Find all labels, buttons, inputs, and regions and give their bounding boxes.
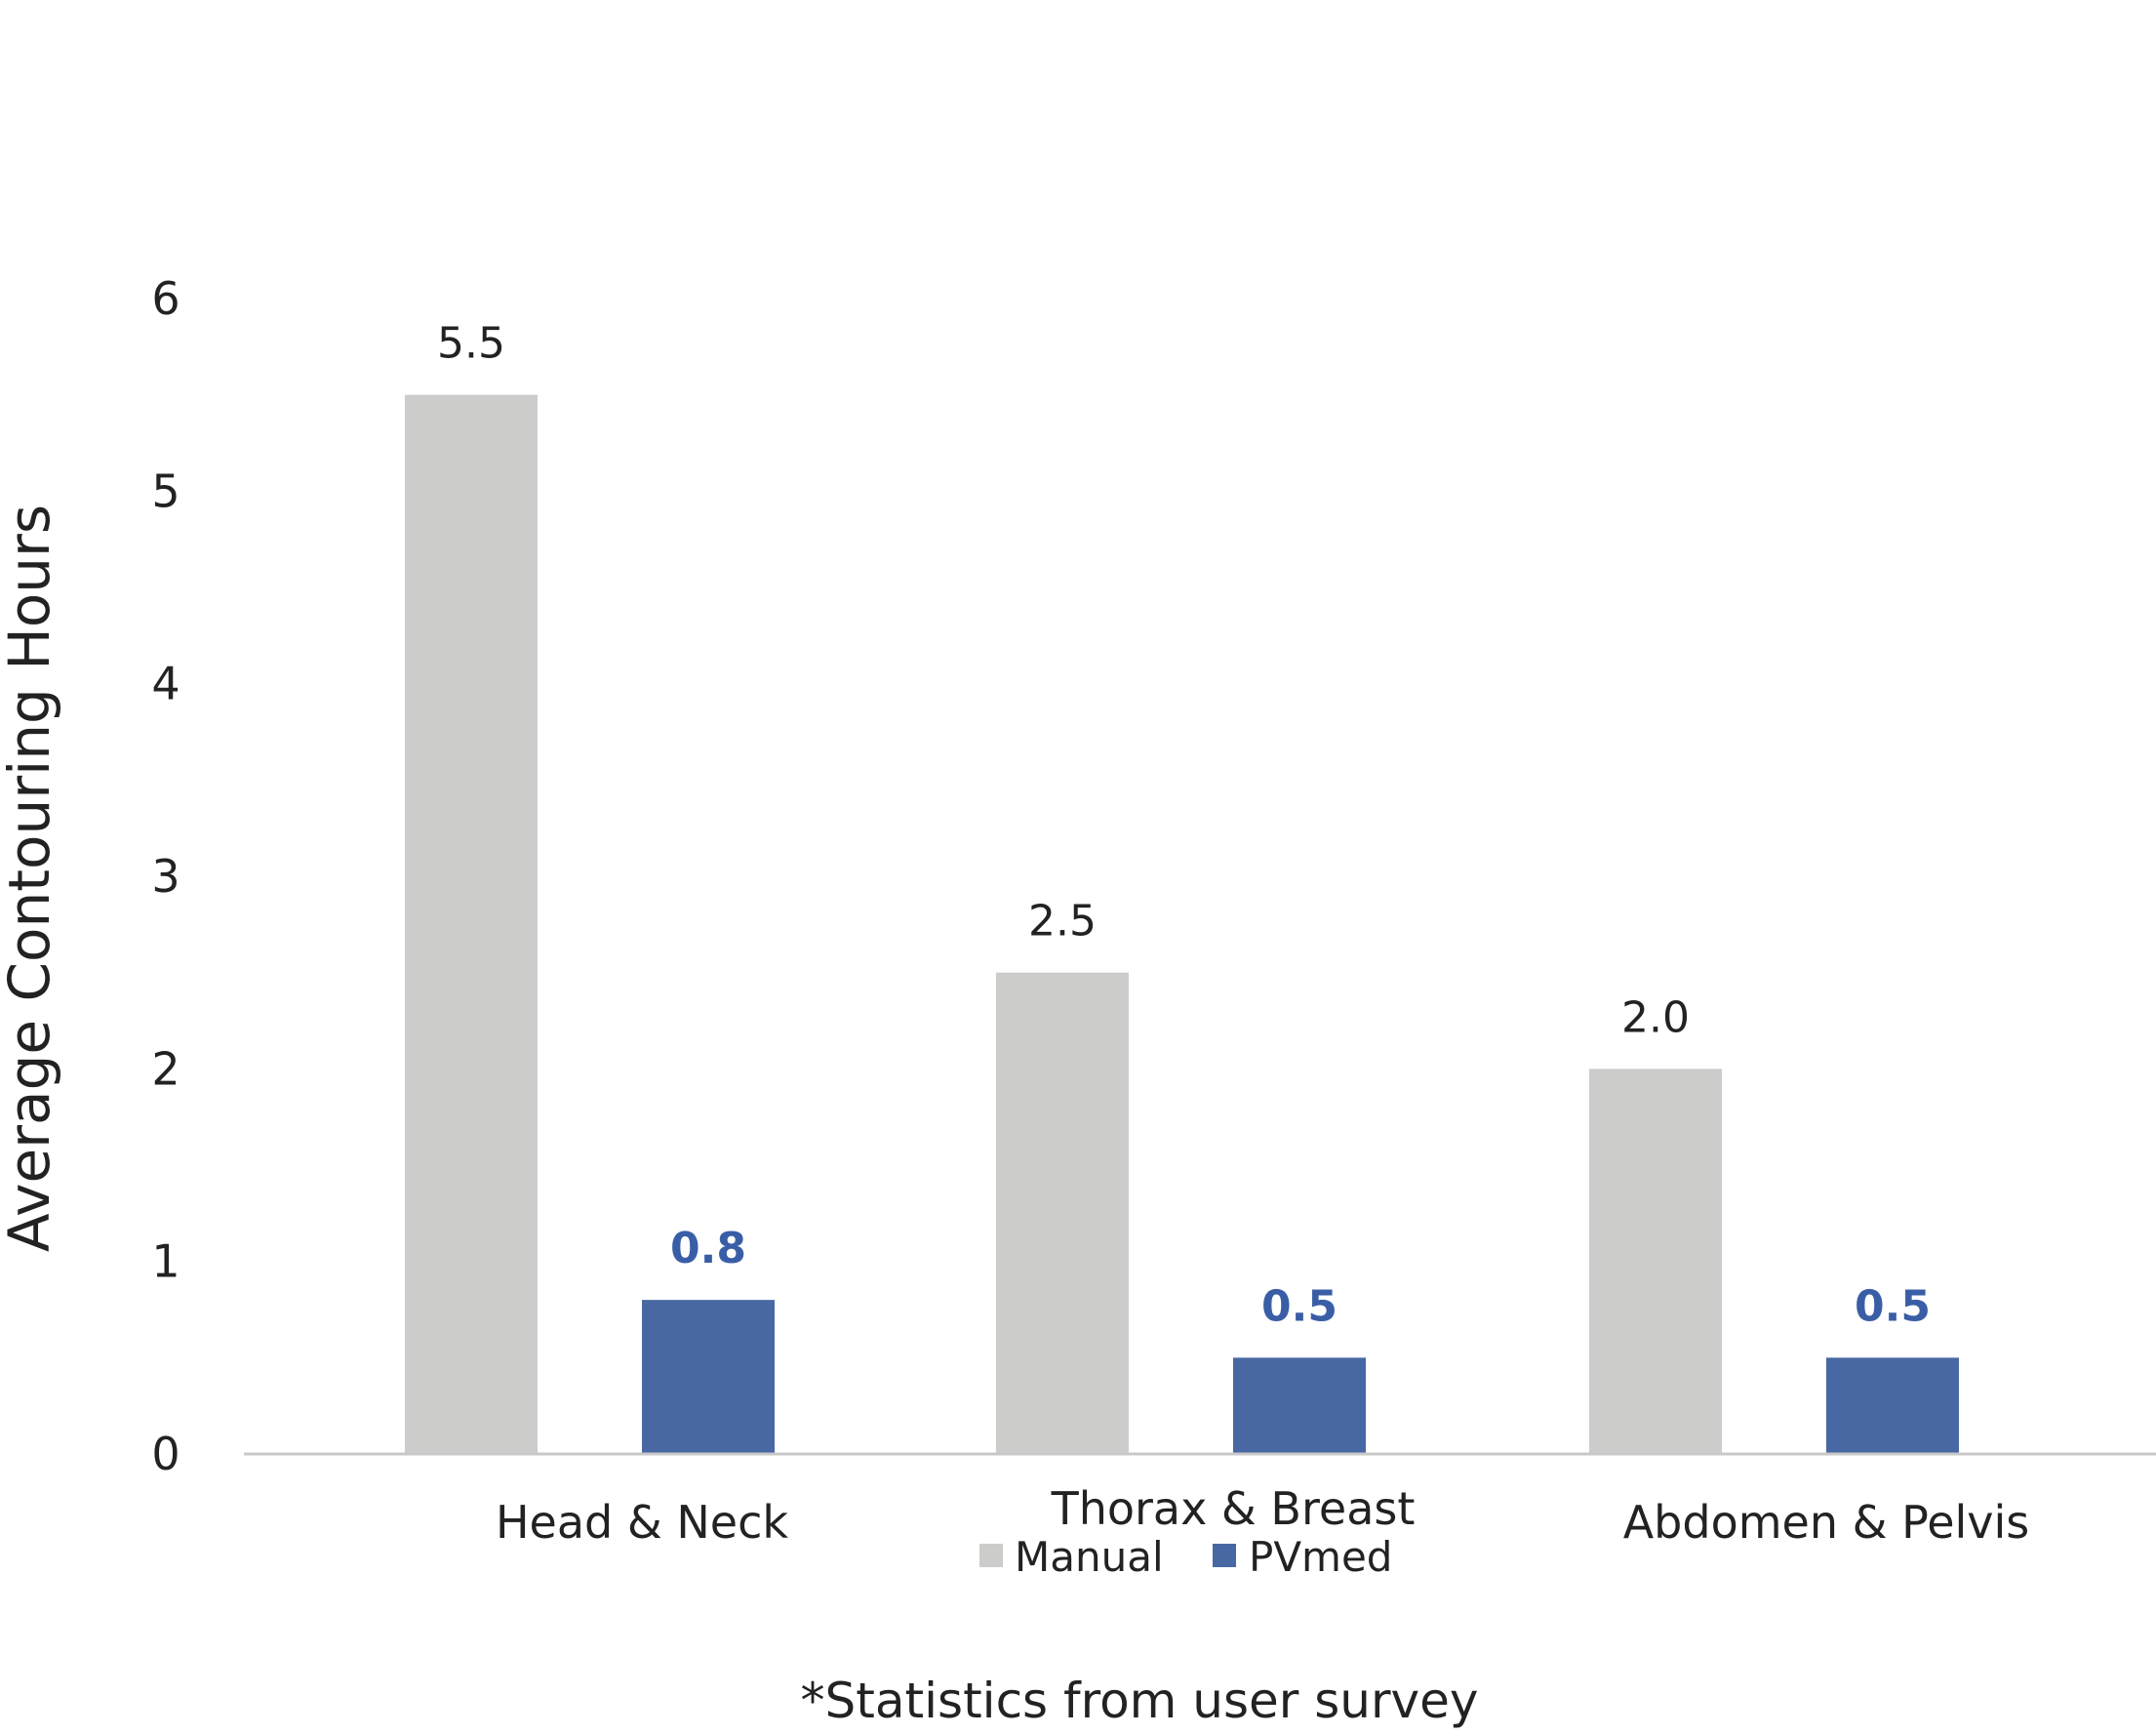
data-label-manual-1: 5.5 [437,319,505,369]
bar-manual-1 [405,394,538,1455]
y-tick-label: 3 [151,850,180,903]
category-label: Head & Neck [496,1496,788,1549]
y-tick-label: 2 [151,1042,180,1095]
y-axis-label: Average Contouring Hours [0,504,62,1252]
data-label-manual-2: 2.5 [1028,897,1097,947]
bars [405,394,1959,1455]
y-tick-label: 0 [151,1428,180,1480]
data-labels: 5.5 2.5 2.0 0.8 0.5 0.5 [437,319,1931,1332]
y-tick-label: 5 [151,464,180,517]
y-tick-label: 6 [151,272,180,325]
data-label-pvmed-2: 0.5 [1261,1281,1338,1331]
category-label: Thorax & Breast [1051,1482,1416,1535]
data-label-pvmed-3: 0.5 [1855,1281,1931,1331]
y-tick-label: 4 [151,658,180,710]
legend-swatch-pvmed [1213,1544,1236,1567]
data-label-manual-3: 2.0 [1621,992,1690,1042]
bar-manual-3 [1589,1069,1722,1454]
bar-pvmed-3 [1826,1357,1959,1454]
y-tick-label: 1 [151,1235,180,1288]
legend: Manual PVmed [979,1533,1392,1581]
legend-swatch-manual [979,1544,1003,1567]
bar-pvmed-2 [1233,1357,1366,1454]
category-label: Abdomen & Pelvis [1623,1496,2030,1549]
y-axis-ticks: 0 1 2 3 4 5 6 [151,272,180,1480]
category-labels: Head & Neck Thorax & Breast Abdomen & Pelv… [496,1482,2029,1549]
footnote: *Statistics from user survey [801,1673,1479,1729]
legend-label-manual: Manual [1015,1533,1164,1581]
legend-label-pvmed: PVmed [1249,1533,1392,1581]
bar-pvmed-1 [642,1300,775,1454]
bar-manual-2 [996,972,1129,1454]
data-label-pvmed-1: 0.8 [670,1224,746,1273]
